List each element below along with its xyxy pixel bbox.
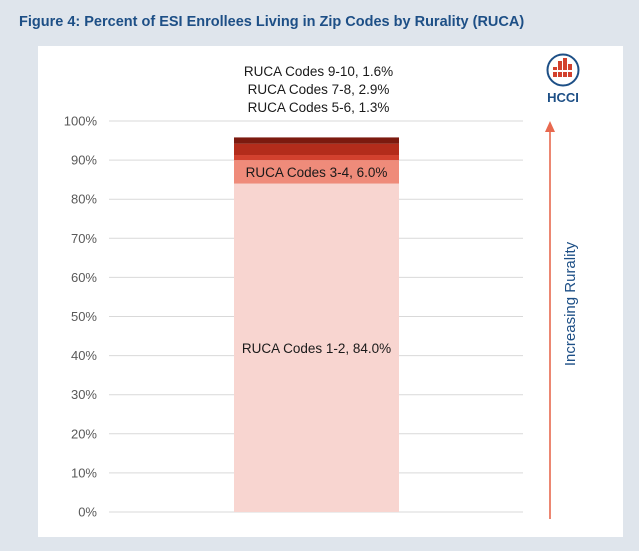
arrow-head-icon: [545, 121, 555, 132]
segment-label-ruca-codes-7-8: RUCA Codes 7-8, 2.9%: [248, 82, 390, 97]
y-tick-label-70: 70%: [71, 231, 97, 246]
segment-label-ruca-codes-9-10: RUCA Codes 9-10, 1.6%: [244, 64, 393, 79]
bar-segment-ruca-codes-9-10: [234, 137, 399, 144]
y-tick-label-80: 80%: [71, 192, 97, 207]
rurality-axis-label: Increasing Rurality: [562, 241, 579, 366]
chart-panel: 0% 10% 20% 30% 40% 50% 60% 70% 80% 90% 100% RUCA C…: [38, 46, 623, 537]
hcci-logo: HCCI: [546, 53, 580, 105]
y-tick-label-50: 50%: [71, 309, 97, 324]
logo-text: HCCI: [547, 90, 579, 105]
segment-labels: RUCA Codes 1-2, 84.0% RUCA Codes 3-4, 6.0…: [242, 64, 393, 356]
y-tick-label-0: 0%: [78, 505, 97, 520]
bar-segments: [234, 137, 399, 512]
y-axis-ticks: 0% 10% 20% 30% 40% 50% 60% 70% 80% 90% 100%: [64, 114, 98, 520]
y-tick-label-20: 20%: [71, 426, 97, 441]
segment-label-ruca-codes-1-2: RUCA Codes 1-2, 84.0%: [242, 341, 391, 356]
bar-segment-ruca-codes-3-4: [234, 160, 399, 184]
bar-segment-ruca-codes-7-8: [234, 143, 399, 156]
segment-label-ruca-codes-5-6: RUCA Codes 5-6, 1.3%: [248, 100, 390, 115]
stacked-bar-chart: 0% 10% 20% 30% 40% 50% 60% 70% 80% 90% 100% RUCA C…: [64, 53, 580, 520]
y-tick-label-40: 40%: [71, 348, 97, 363]
y-tick-label-30: 30%: [71, 387, 97, 402]
segment-label-ruca-codes-3-4: RUCA Codes 3-4, 6.0%: [246, 165, 388, 180]
y-tick-label-10: 10%: [71, 465, 97, 480]
y-tick-label-100: 100%: [64, 114, 98, 129]
rurality-arrow: [545, 121, 555, 519]
figure-title: Figure 4: Percent of ESI Enrollees Livin…: [19, 14, 525, 30]
y-tick-label-90: 90%: [71, 153, 97, 168]
y-tick-label-60: 60%: [71, 270, 97, 285]
bar-segment-ruca-codes-5-6: [234, 155, 399, 161]
bar-segment-ruca-codes-1-2: [234, 183, 399, 512]
logo-bars-icon: [551, 58, 575, 77]
